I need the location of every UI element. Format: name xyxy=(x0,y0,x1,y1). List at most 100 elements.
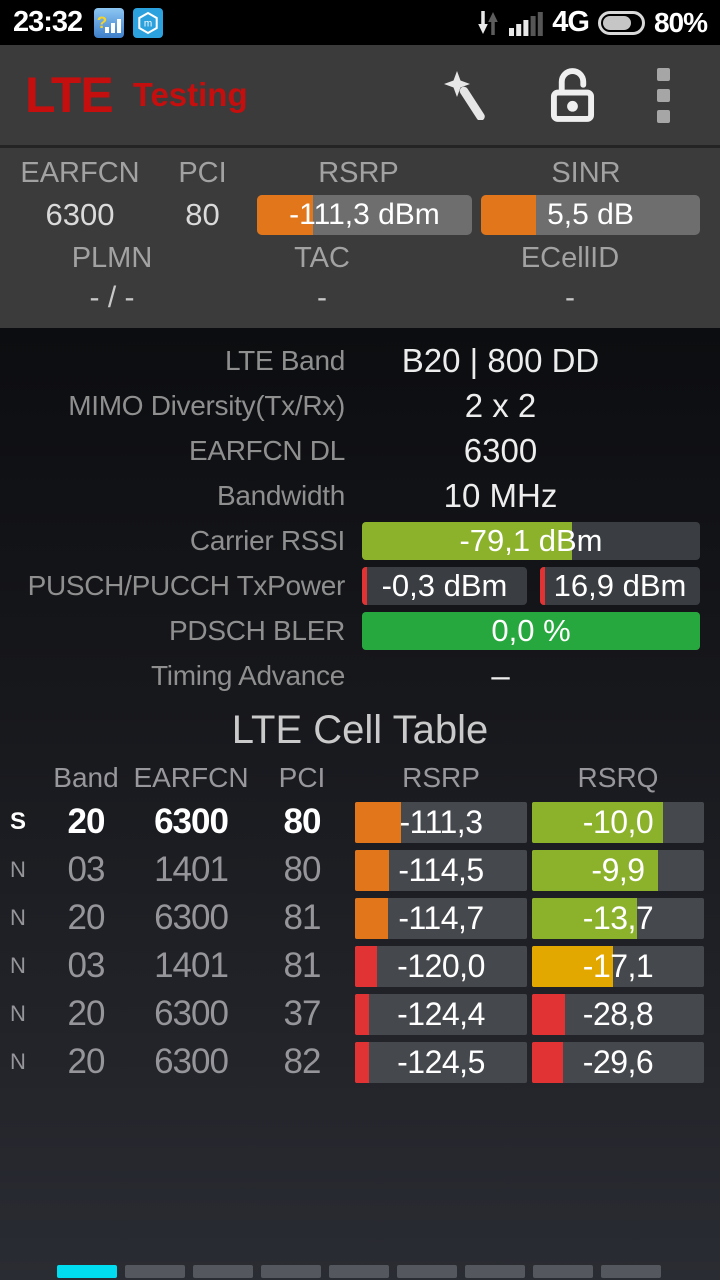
rsrq-bar: -9,9 xyxy=(532,849,704,891)
cell-table-section: LTE Cell Table Band EARFCN PCI RSRP RSRQ… xyxy=(0,704,720,1086)
rsrq-bar-fill xyxy=(532,897,637,939)
sinr-header: SINR xyxy=(551,156,621,189)
detail-gauge-fill xyxy=(362,521,572,560)
cell-table-body: S 20 6300 80 -111,3 -10,0 N 03 1401 80 -114,5 -9,9 N… xyxy=(0,798,720,1086)
svg-text:m: m xyxy=(144,18,152,29)
rsrp-bar: -120,0 xyxy=(355,945,527,987)
detail-value-area: 0,0 % xyxy=(345,611,720,650)
details-list: LTE Band B20 | 800 DD MIMO Diversity(Tx/Rx… xyxy=(0,338,720,698)
rsrp-bar-value: -111,3 xyxy=(399,803,483,840)
page-segment[interactable] xyxy=(193,1265,253,1278)
detail-gauge-fill xyxy=(362,611,700,650)
detail-row: PUSCH/PUCCH TxPower -0,3 dBm 16,9 dBm xyxy=(0,563,720,608)
cell-earfcn: 6300 xyxy=(154,802,229,841)
detail-value: B20 | 800 DD xyxy=(401,341,600,379)
cell-band: 20 xyxy=(67,994,106,1033)
rsrq-bar-value: -10,0 xyxy=(582,803,654,840)
detail-value-area: 10 MHz xyxy=(345,477,720,515)
rsrq-bar-value: -9,9 xyxy=(591,851,645,888)
detail-gauge: 0,0 % xyxy=(362,611,700,650)
pucch-txpower-gauge-value: 16,9 dBm xyxy=(553,567,687,603)
rsrp-bar-fill xyxy=(355,897,388,939)
plmn-value: - / - xyxy=(89,281,135,314)
cell-flag: N xyxy=(10,1001,26,1026)
network-type-label: 4G xyxy=(552,6,590,38)
pusch-txpower-gauge-fill xyxy=(362,566,367,605)
rsrq-bar-fill xyxy=(532,993,565,1035)
sinr-gauge-value: 5,5 dB xyxy=(547,198,634,231)
cell-band: 03 xyxy=(67,850,106,889)
table-row: S 20 6300 80 -111,3 -10,0 xyxy=(0,798,720,846)
rsrp-gauge-value: -111,3 dBm xyxy=(289,198,440,231)
rsrp-bar-value: -124,5 xyxy=(397,1043,485,1080)
rsrp-gauge-fill xyxy=(257,195,313,235)
detail-value-area: -79,1 dBm xyxy=(345,521,720,560)
detail-row: Timing Advance – xyxy=(0,653,720,698)
detail-row: Carrier RSSI -79,1 dBm xyxy=(0,518,720,563)
battery-icon xyxy=(597,10,645,35)
detail-label: MIMO Diversity(Tx/Rx) xyxy=(68,389,345,421)
svg-text:?: ? xyxy=(97,13,107,32)
rsrq-bar: -13,7 xyxy=(532,897,704,939)
rsrp-bar-value: -114,5 xyxy=(398,851,484,888)
cell-earfcn: 6300 xyxy=(154,1042,229,1081)
page-segment[interactable] xyxy=(397,1265,457,1278)
cell-band: 03 xyxy=(67,946,106,985)
detail-gauge-value: 0,0 % xyxy=(491,612,571,648)
cell-pci: 37 xyxy=(283,994,322,1033)
cell-flag: N xyxy=(10,905,26,930)
page-segment[interactable] xyxy=(533,1265,593,1278)
detail-row: EARFCN DL 6300 xyxy=(0,428,720,473)
pucch-txpower-gauge: 16,9 dBm xyxy=(540,566,700,605)
detail-value-area: 2 x 2 xyxy=(345,387,720,425)
unlock-icon[interactable] xyxy=(550,67,595,124)
cell-table-header-row: Band EARFCN PCI RSRP RSRQ xyxy=(0,758,720,798)
rsrq-bar-fill xyxy=(532,945,613,987)
detail-value-area: – xyxy=(345,657,720,695)
rsrp-bar-fill xyxy=(355,801,402,843)
rsrp-bar: -114,5 xyxy=(355,849,527,891)
detail-label: Timing Advance xyxy=(151,659,345,691)
page-segment[interactable] xyxy=(125,1265,185,1278)
detail-gauge: -79,1 dBm xyxy=(362,521,700,560)
detail-gauge-value: -79,1 dBm xyxy=(459,522,603,558)
page-segment[interactable] xyxy=(465,1265,525,1278)
clock: 23:32 xyxy=(13,6,83,38)
rsrp-bar-value: -120,0 xyxy=(397,947,485,984)
cell-pci: 81 xyxy=(283,946,322,985)
cell-earfcn: 6300 xyxy=(154,898,229,937)
cell-table-title: LTE Cell Table xyxy=(231,708,489,752)
page-segment[interactable] xyxy=(601,1265,661,1278)
overflow-menu-icon[interactable] xyxy=(657,67,670,123)
table-row: N 20 6300 37 -124,4 -28,8 xyxy=(0,990,720,1038)
rsrp-bar-fill xyxy=(355,849,390,891)
page-indicator xyxy=(57,1265,661,1278)
earfcn-column-header: EARFCN xyxy=(133,762,249,793)
detail-label: LTE Band xyxy=(224,344,345,376)
rsrq-bar-fill xyxy=(532,1041,563,1083)
cell-pci: 80 xyxy=(283,802,322,841)
cell-flag: S xyxy=(10,808,27,835)
table-row: N 20 6300 82 -124,5 -29,6 xyxy=(0,1038,720,1086)
page-segment[interactable] xyxy=(329,1265,389,1278)
page-segment-active[interactable] xyxy=(57,1265,117,1278)
sinr-gauge-fill xyxy=(481,195,536,235)
rsrp-gauge: -111,3 dBm xyxy=(257,195,472,235)
table-row: N 20 6300 81 -114,7 -13,7 xyxy=(0,894,720,942)
wand-icon[interactable] xyxy=(442,70,488,120)
security-app-notification-icon: m xyxy=(133,7,164,38)
rsrq-bar: -29,6 xyxy=(532,1041,704,1083)
earfcn-value: 6300 xyxy=(45,197,115,232)
data-activity-icon xyxy=(478,10,499,35)
battery-fill xyxy=(602,15,632,30)
rsrp-bar: -124,5 xyxy=(355,1041,527,1083)
rsrq-bar: -10,0 xyxy=(532,801,704,843)
page-segment[interactable] xyxy=(261,1265,321,1278)
detail-value: 6300 xyxy=(463,431,538,469)
rsrq-column-header: RSRQ xyxy=(577,762,659,793)
signal-strength-icon xyxy=(509,11,544,36)
detail-label: EARFCN DL xyxy=(189,434,345,466)
app-bar: LTE Testing xyxy=(0,45,720,145)
detail-row: PDSCH BLER 0,0 % xyxy=(0,608,720,653)
